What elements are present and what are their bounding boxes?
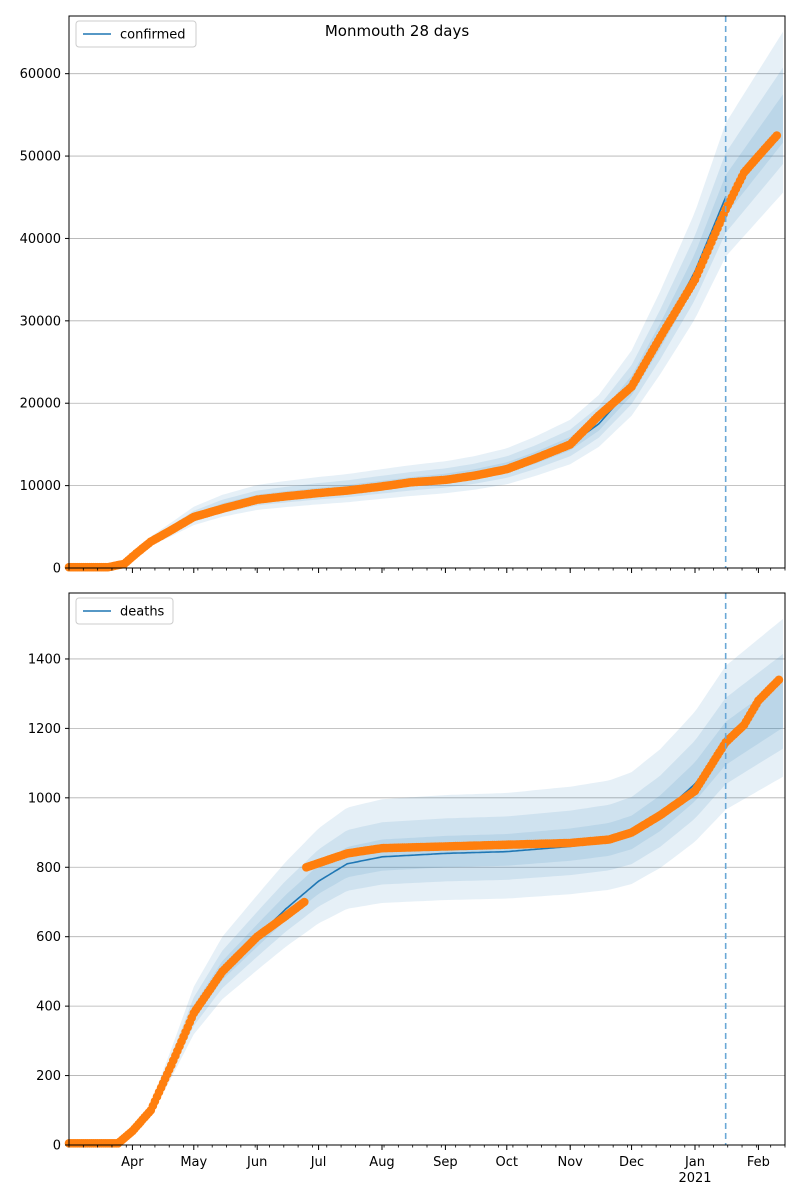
deaths-ytick-label: 1400 [28, 652, 61, 667]
deaths-ytick-label: 1200 [28, 722, 61, 737]
confirmed-legend-label: confirmed [120, 28, 186, 43]
confirmed-observed-point [772, 131, 782, 140]
deaths-observed-point [300, 897, 309, 907]
deaths-xtick-label: Jun [246, 1155, 267, 1170]
confirmed-ytick-label: 0 [53, 562, 61, 577]
deaths-xtick-label: Dec [619, 1155, 644, 1170]
confirmed-panel: 0 10000 20000 30000 40000 50000 60000 confirme… [20, 15, 786, 577]
deaths-ytick-label: 800 [36, 861, 61, 876]
deaths-xtick-label: Feb [747, 1155, 770, 1170]
deaths-ytick-label: 400 [36, 1000, 61, 1015]
confirmed-ytick-label: 20000 [20, 397, 61, 412]
deaths-xtick-label: May [180, 1155, 207, 1170]
confirmed-ytick-label: 40000 [20, 232, 61, 247]
deaths-xtick-label: Sep [433, 1155, 458, 1170]
deaths-ytick-label: 0 [53, 1139, 61, 1154]
deaths-observed-points [64, 675, 784, 1148]
deaths-xtick-label: Jan [684, 1155, 705, 1170]
confirmed-ytick-label: 50000 [20, 150, 61, 165]
deaths-y-axis: 0 200 400 600 800 1000 1200 1400 [28, 652, 69, 1154]
confirmed-legend-box [75, 20, 197, 48]
deaths-xtick-label: Apr [121, 1155, 144, 1170]
deaths-legend-box [75, 597, 174, 625]
confirmed-ytick-label: 60000 [20, 67, 61, 82]
deaths-panel: 0 200 400 600 800 1000 1200 1400 Apr May Jun Jul Au… [28, 592, 786, 1186]
deaths-legend-label: deaths [120, 605, 165, 620]
deaths-xtick-label: Aug [369, 1155, 394, 1170]
deaths-ytick-label: 600 [36, 930, 61, 945]
confirmed-observed-points [64, 131, 782, 572]
confirmed-ytick-label: 10000 [20, 479, 61, 494]
deaths-ytick-label: 1000 [28, 791, 61, 806]
deaths-bands [107, 618, 783, 1145]
deaths-x-axis: Apr May Jun Jul Aug Sep Oct Nov Dec Jan Feb 2021 [68, 1145, 786, 1186]
confirmed-y-axis: 0 10000 20000 30000 40000 50000 60000 [20, 67, 69, 577]
deaths-year-label: 2021 [678, 1171, 711, 1186]
deaths-xtick-label: Oct [496, 1155, 518, 1170]
deaths-xtick-label: Nov [558, 1155, 584, 1170]
deaths-band-1 [107, 618, 783, 1145]
deaths-observed-point [774, 675, 784, 685]
confirmed-ytick-label: 30000 [20, 314, 61, 329]
deaths-ytick-label: 200 [36, 1069, 61, 1084]
confirmed-x-axis [68, 568, 786, 573]
deaths-xtick-label: Jul [310, 1155, 327, 1170]
chart-title: Monmouth 28 days [325, 22, 470, 40]
deaths-legend: deaths [75, 597, 174, 625]
confirmed-legend: confirmed [75, 20, 197, 48]
